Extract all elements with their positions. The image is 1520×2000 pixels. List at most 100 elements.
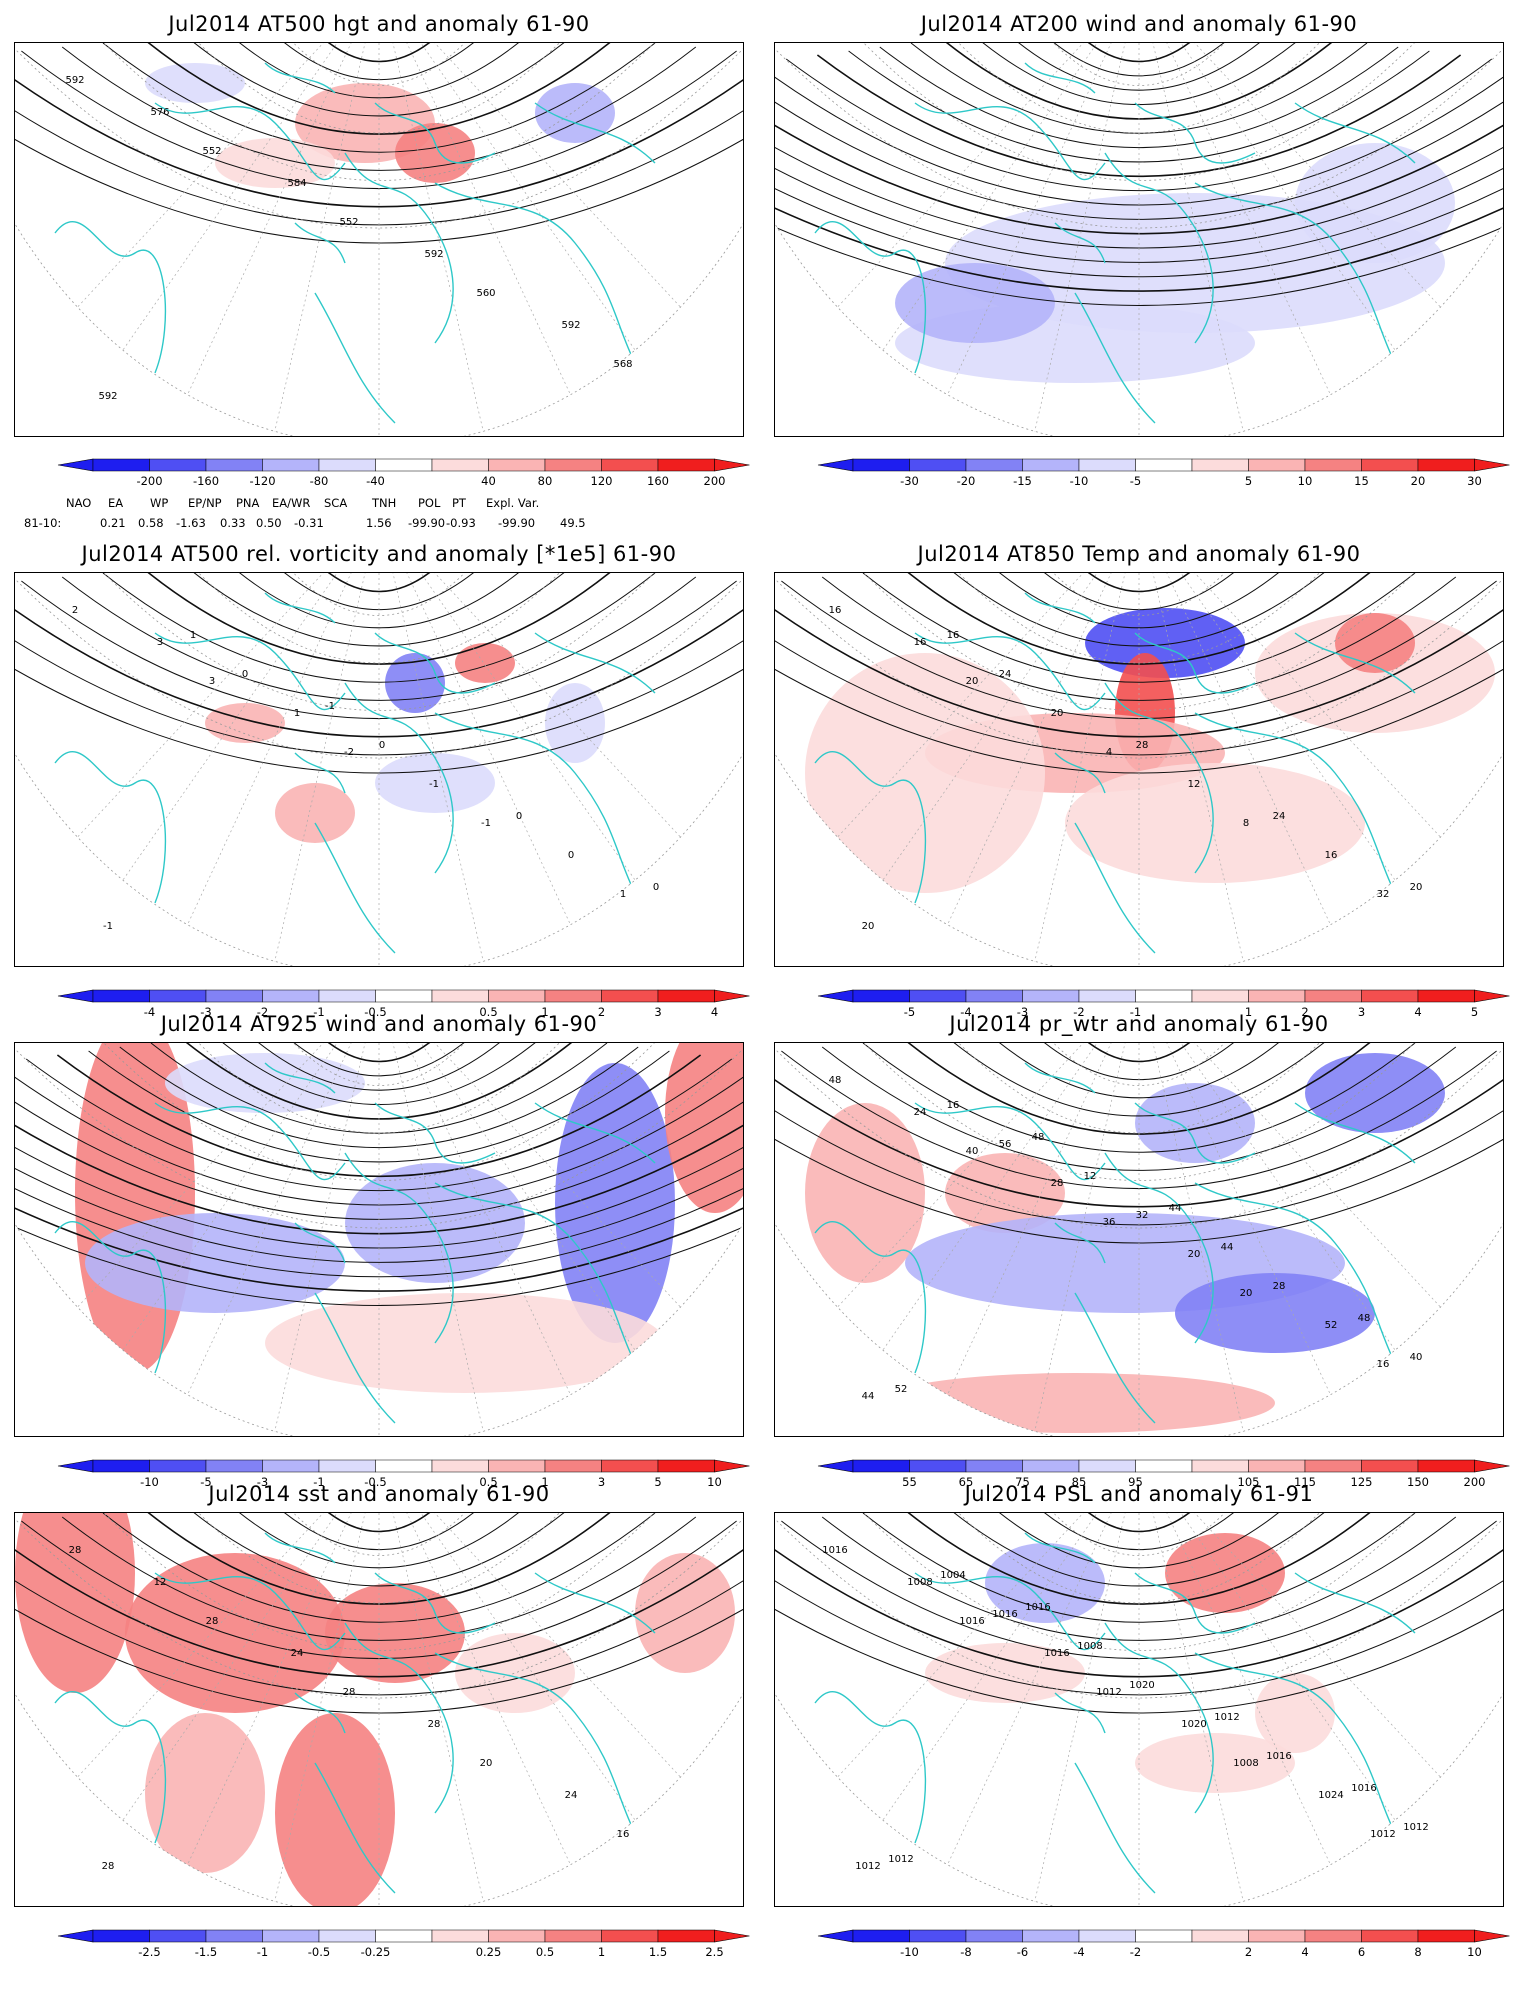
colorbar-tick-label: -10	[900, 1945, 919, 1959]
colorbar-segment	[1191, 1459, 1249, 1473]
colorbar-segment	[92, 989, 150, 1003]
contour-label: 552	[339, 217, 358, 228]
colorbar-segment	[601, 1929, 659, 1943]
contour-label: 36	[1103, 1217, 1116, 1228]
colorbar-segment	[1248, 1929, 1306, 1943]
colorbar-tick-label: -5	[904, 1005, 915, 1019]
anomaly-shading	[985, 1543, 1105, 1623]
contour-line	[61, 1516, 697, 1641]
contour-line	[306, 1513, 452, 1533]
contour-label: 1016	[1351, 1783, 1376, 1794]
contour-label: 32	[1377, 889, 1390, 900]
colorbar-segment	[205, 989, 263, 1003]
index-header: PNA	[236, 496, 260, 510]
map-canvas: 592 552 552 560 568 576 584 592 592 592	[15, 43, 743, 436]
colorbar-segment	[488, 1929, 546, 1943]
contour-line	[775, 1054, 1503, 1208]
contour-line	[1066, 1513, 1212, 1533]
contour-label: 48	[1032, 1132, 1045, 1143]
colorbar-segment	[965, 1459, 1023, 1473]
map-canvas	[15, 1043, 743, 1436]
colorbar-segment	[431, 1459, 489, 1473]
panel-title: Jul2014 AT500 hgt and anomaly 61-90	[168, 12, 590, 36]
colorbar-segment	[1248, 1459, 1306, 1473]
colorbar-segment	[1417, 1929, 1475, 1943]
map-plot-area: 2 3 -2 -1 1 3 1 -1 0 -1 0 0 0 0 1 -1	[14, 572, 744, 967]
contour-label: 28	[102, 1861, 115, 1872]
colorbar-tick-label: 105	[1238, 1475, 1260, 1489]
contour-label: 592	[424, 249, 443, 260]
colorbar-tick-label: 200	[1464, 1475, 1486, 1489]
contour-line	[184, 43, 574, 117]
colorbar-segment	[544, 1459, 602, 1473]
contour-label: 1012	[855, 1861, 880, 1872]
map-canvas: 48 40 36 20 16 24 28 20 52 44 56 32 28 40 16 12 44 48 52 48…	[775, 1043, 1503, 1436]
anomaly-shading	[165, 1053, 365, 1113]
contour-label: 28	[1273, 1281, 1286, 1292]
colorbar-segment	[1191, 1929, 1249, 1943]
colorbar-tick-label: 3	[1358, 1005, 1365, 1019]
colorbar-tick-label: -5	[1130, 474, 1141, 488]
map-panel-5: Jul2014 AT925 wind and anomaly 61-90 -10-…	[14, 1010, 750, 1523]
contour-line	[1066, 43, 1212, 63]
colorbar-tick-label: -160	[193, 474, 219, 488]
colorbar-segment	[852, 458, 910, 472]
map-panel-3: Jul2014 AT500 rel. vorticity and anomaly…	[14, 540, 750, 1053]
panel-title: Jul2014 AT500 rel. vorticity and anomaly…	[81, 542, 677, 566]
contour-line	[775, 90, 1503, 306]
anomaly-shading	[15, 1513, 135, 1693]
anomaly-shading	[275, 1713, 395, 1906]
colorbar-arrow-left	[817, 1459, 854, 1473]
anomaly-shading	[455, 1633, 575, 1713]
colorbar-tick-label: -20	[957, 474, 976, 488]
colorbar-tick-label: -4	[144, 1005, 155, 1019]
colorbar-segment	[149, 458, 207, 472]
colorbar-tick-label: 6	[1358, 1945, 1365, 1959]
anomaly-shading	[805, 1103, 925, 1283]
colorbar-segment	[544, 1929, 602, 1943]
map-plot-area: 1016 1016 1012 1008 1012 1008 1016 1020 1024 1012…	[774, 1512, 1504, 1907]
contour-label: 0	[379, 740, 385, 751]
colorbar-tick-label: -2	[257, 1005, 268, 1019]
colorbar-tick-label: 160	[647, 474, 669, 488]
colorbar-tick-label: -200	[136, 474, 162, 488]
colorbar-segment	[909, 1929, 967, 1943]
contour-label: 552	[202, 146, 221, 157]
contour-line	[985, 1043, 1293, 1099]
map-panel-4: Jul2014 AT850 Temp and anomaly 61-90 16 20…	[774, 540, 1510, 1053]
colorbar-segment	[1191, 458, 1249, 472]
contour-label: 16	[1377, 1359, 1390, 1370]
anomaly-shading	[925, 1643, 1085, 1703]
colorbar-segment	[488, 458, 546, 472]
colorbar-segment	[205, 1459, 263, 1473]
index-header: SCA	[324, 496, 348, 510]
index-header: POL	[418, 496, 441, 510]
colorbar-segment	[375, 1459, 433, 1473]
colorbar-segment	[1022, 458, 1080, 472]
colorbar-tick-label: 8	[1414, 1945, 1421, 1959]
colorbar-segment	[1361, 989, 1419, 1003]
colorbar: -5 -4 -3 -2 -1 1 2 3 4 5	[817, 989, 1510, 1024]
anomaly-shading	[455, 643, 515, 683]
index-value: 1.56	[366, 516, 392, 530]
contour-line	[775, 82, 1503, 278]
colorbar-segment	[852, 1929, 910, 1943]
contour-line	[1035, 43, 1243, 77]
contour-label: -1	[481, 818, 491, 829]
colorbar-segment	[965, 989, 1023, 1003]
contour-label: 40	[966, 1146, 979, 1157]
contour-line	[225, 1513, 533, 1569]
contour-label: -1	[429, 779, 439, 790]
index-header: EP/NP	[188, 496, 222, 510]
contour-label: 24	[291, 1648, 304, 1659]
contour-line	[15, 1082, 743, 1278]
contour-line	[184, 1513, 574, 1587]
contour-label: 20	[966, 676, 979, 687]
contour-line	[1066, 573, 1212, 593]
contour-label: 20	[1240, 1288, 1253, 1299]
contour-line	[862, 573, 1416, 683]
colorbar-tick-label: -0.25	[361, 1945, 391, 1959]
contour-label: 44	[862, 1391, 875, 1402]
map-plot-area: 48 40 36 20 16 24 28 20 52 44 56 32 28 40 16 12 44 48 52 48…	[774, 1042, 1504, 1437]
index-row-label: 81-10:	[24, 516, 62, 530]
